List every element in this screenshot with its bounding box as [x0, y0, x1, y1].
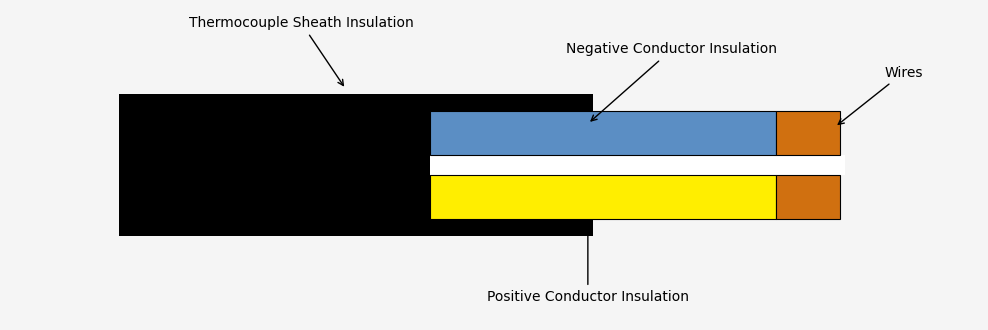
Bar — [430, 111, 776, 155]
Text: Negative Conductor Insulation: Negative Conductor Insulation — [566, 43, 778, 121]
Bar — [776, 175, 840, 219]
Bar — [430, 155, 845, 175]
Text: Wires: Wires — [838, 66, 923, 124]
Bar — [776, 111, 840, 155]
Bar — [430, 175, 776, 219]
Bar — [119, 94, 593, 236]
Text: Thermocouple Sheath Insulation: Thermocouple Sheath Insulation — [189, 16, 414, 85]
Text: www.instrumentationtoolbox.com: www.instrumentationtoolbox.com — [147, 148, 841, 182]
Text: Positive Conductor Insulation: Positive Conductor Insulation — [487, 227, 689, 304]
